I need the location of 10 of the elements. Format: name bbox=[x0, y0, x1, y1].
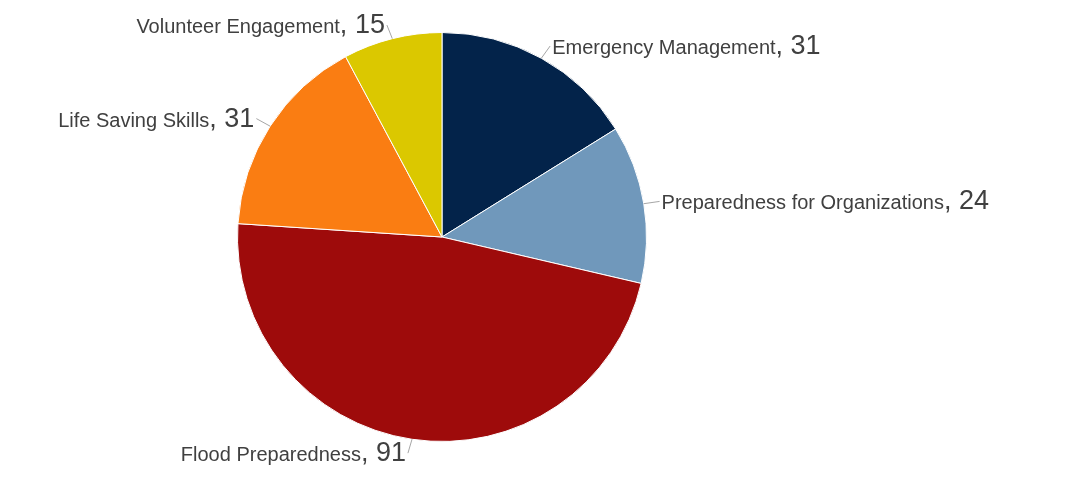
data-label: , 24 bbox=[943, 185, 989, 216]
data-label: , 91 bbox=[360, 437, 406, 468]
data-label: , 31 bbox=[775, 30, 821, 61]
slice-label: Preparedness for Organizations bbox=[661, 191, 944, 214]
data-label: , 15 bbox=[339, 9, 385, 40]
slice-label: Emergency Management bbox=[552, 36, 777, 59]
slice-label: Flood Preparedness bbox=[180, 443, 361, 466]
slice-label: Volunteer Engagement bbox=[136, 15, 341, 38]
slice-label: Life Saving Skills bbox=[58, 108, 210, 131]
data-label: , 31 bbox=[209, 102, 255, 133]
